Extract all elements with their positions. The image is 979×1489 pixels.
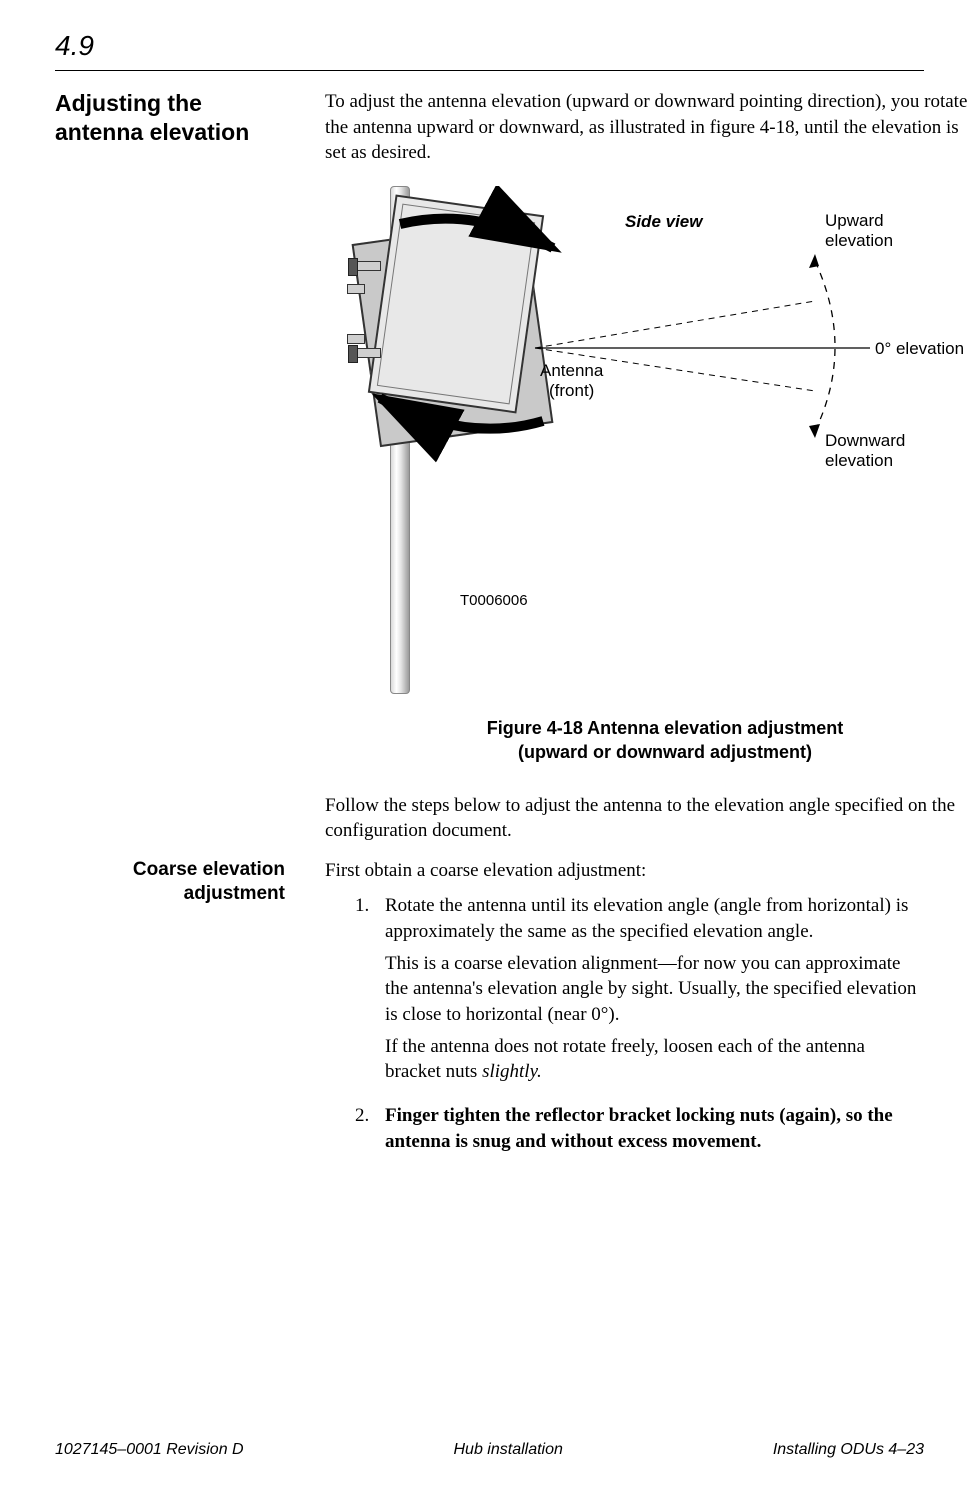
- label-upward: Upward elevation: [825, 211, 915, 252]
- follow-paragraph: Follow the steps below to adjust the ant…: [325, 793, 975, 844]
- step-text-italic: slightly.: [482, 1061, 542, 1082]
- step-item: 1. Rotate the antenna until its elevatio…: [355, 893, 924, 1090]
- footer-center: Hub installation: [454, 1441, 563, 1459]
- page-footer: 1027145–0001 Revision D Hub installation…: [55, 1441, 924, 1459]
- label-zero-elevation: 0° elevation: [875, 338, 964, 361]
- heading-main: Adjusting the antenna elevation: [55, 89, 285, 858]
- sub-heading-coarse: Coarse elevation adjustment: [55, 858, 285, 1172]
- step-text: Rotate the antenna until its elevation a…: [385, 893, 924, 944]
- label-antenna-front: Antenna (front): [540, 361, 603, 402]
- figure-nut: [347, 334, 365, 344]
- caption-line2: (upward or downward adjustment): [518, 742, 812, 762]
- figure-antenna-front: [368, 194, 544, 413]
- figure-caption: Figure 4-18 Antenna elevation adjustment…: [355, 716, 975, 765]
- figure-bracket: [353, 348, 381, 358]
- step-text-span: If the antenna does not rotate freely, l…: [385, 1036, 865, 1083]
- step-text-bold: Finger tighten the reflector bracket loc…: [385, 1103, 924, 1154]
- figure-antenna-elevation: Side view Upward elevation 0° elevation …: [335, 186, 975, 706]
- step-text: If the antenna does not rotate freely, l…: [385, 1034, 924, 1085]
- section-number: 4.9: [55, 30, 924, 71]
- label-downward: Downward elevation: [825, 431, 925, 472]
- footer-right: Installing ODUs 4–23: [773, 1441, 924, 1459]
- figure-bracket: [353, 261, 381, 271]
- intro-paragraph: To adjust the antenna elevation (upward …: [325, 89, 975, 166]
- sub-intro: First obtain a coarse elevation adjustme…: [325, 858, 924, 884]
- step-number: 1.: [355, 893, 385, 1090]
- label-side-view: Side view: [625, 211, 702, 234]
- footer-left: 1027145–0001 Revision D: [55, 1441, 244, 1459]
- figure-code: T0006006: [460, 591, 528, 611]
- caption-line1: Figure 4-18 Antenna elevation adjustment: [487, 718, 843, 738]
- label-antenna-l2: (front): [549, 381, 594, 400]
- step-item: 2. Finger tighten the reflector bracket …: [355, 1103, 924, 1160]
- label-antenna-l1: Antenna: [540, 361, 603, 380]
- step-number: 2.: [355, 1103, 385, 1160]
- figure-nut: [347, 284, 365, 294]
- step-text: This is a coarse elevation alignment—for…: [385, 951, 924, 1028]
